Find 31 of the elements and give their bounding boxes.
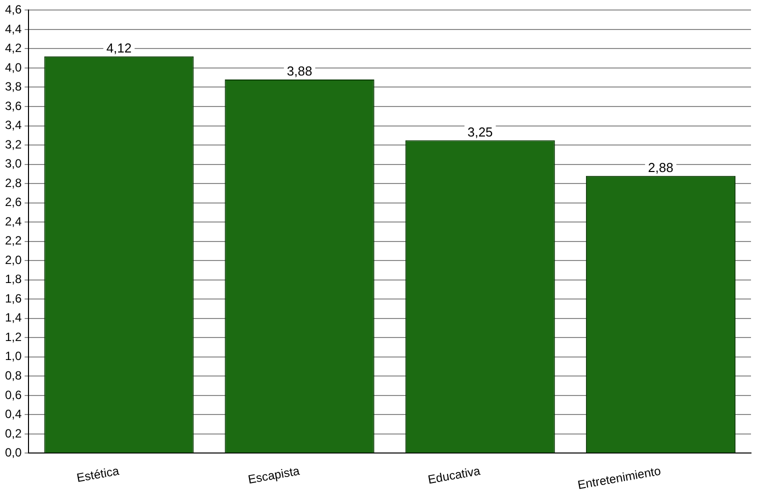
y-tick-label: 3,4 — [4, 118, 22, 132]
y-tick-label: 4,6 — [4, 2, 22, 17]
y-tick-label: 4,2 — [4, 41, 22, 56]
y-tick-label: 2,8 — [4, 176, 22, 190]
x-tick-label: Estética — [76, 464, 120, 485]
y-tick-label: 0,0 — [4, 446, 22, 460]
y-tick-label: 3,6 — [4, 98, 22, 113]
y-tick-label: 4,0 — [4, 60, 22, 74]
y-tick-label: 2,2 — [4, 234, 22, 248]
y-tick-label: 1,2 — [4, 330, 22, 344]
y-tick-label: 0,6 — [4, 388, 22, 402]
data-label: 3,25 — [467, 124, 493, 140]
data-label: 2,88 — [648, 160, 674, 175]
y-tick-label: 1,0 — [4, 349, 22, 364]
y-tick-label: 1,4 — [4, 310, 22, 325]
y-tick-label: 2,0 — [4, 252, 22, 267]
x-tick-label: Escapista — [246, 464, 301, 487]
y-tick-label: 3,2 — [4, 137, 22, 152]
y-tick-label: 0,4 — [4, 407, 22, 422]
x-tick-label: Educativa — [426, 464, 482, 487]
y-tick-label: 1,6 — [4, 291, 22, 306]
y-tick-label: 3,0 — [4, 156, 22, 171]
y-tick-label: 0,8 — [4, 368, 22, 382]
y-tick-label: 0,2 — [4, 426, 22, 440]
data-label: 4,12 — [106, 40, 132, 56]
y-tick-label: 4,4 — [4, 22, 22, 36]
y-tick-label: 1,8 — [4, 272, 22, 286]
y-tick-label: 2,4 — [4, 214, 22, 228]
y-tick-label: 2,6 — [4, 195, 22, 210]
y-tick-label: 3,8 — [4, 80, 22, 94]
data-label: 3,88 — [286, 64, 312, 79]
